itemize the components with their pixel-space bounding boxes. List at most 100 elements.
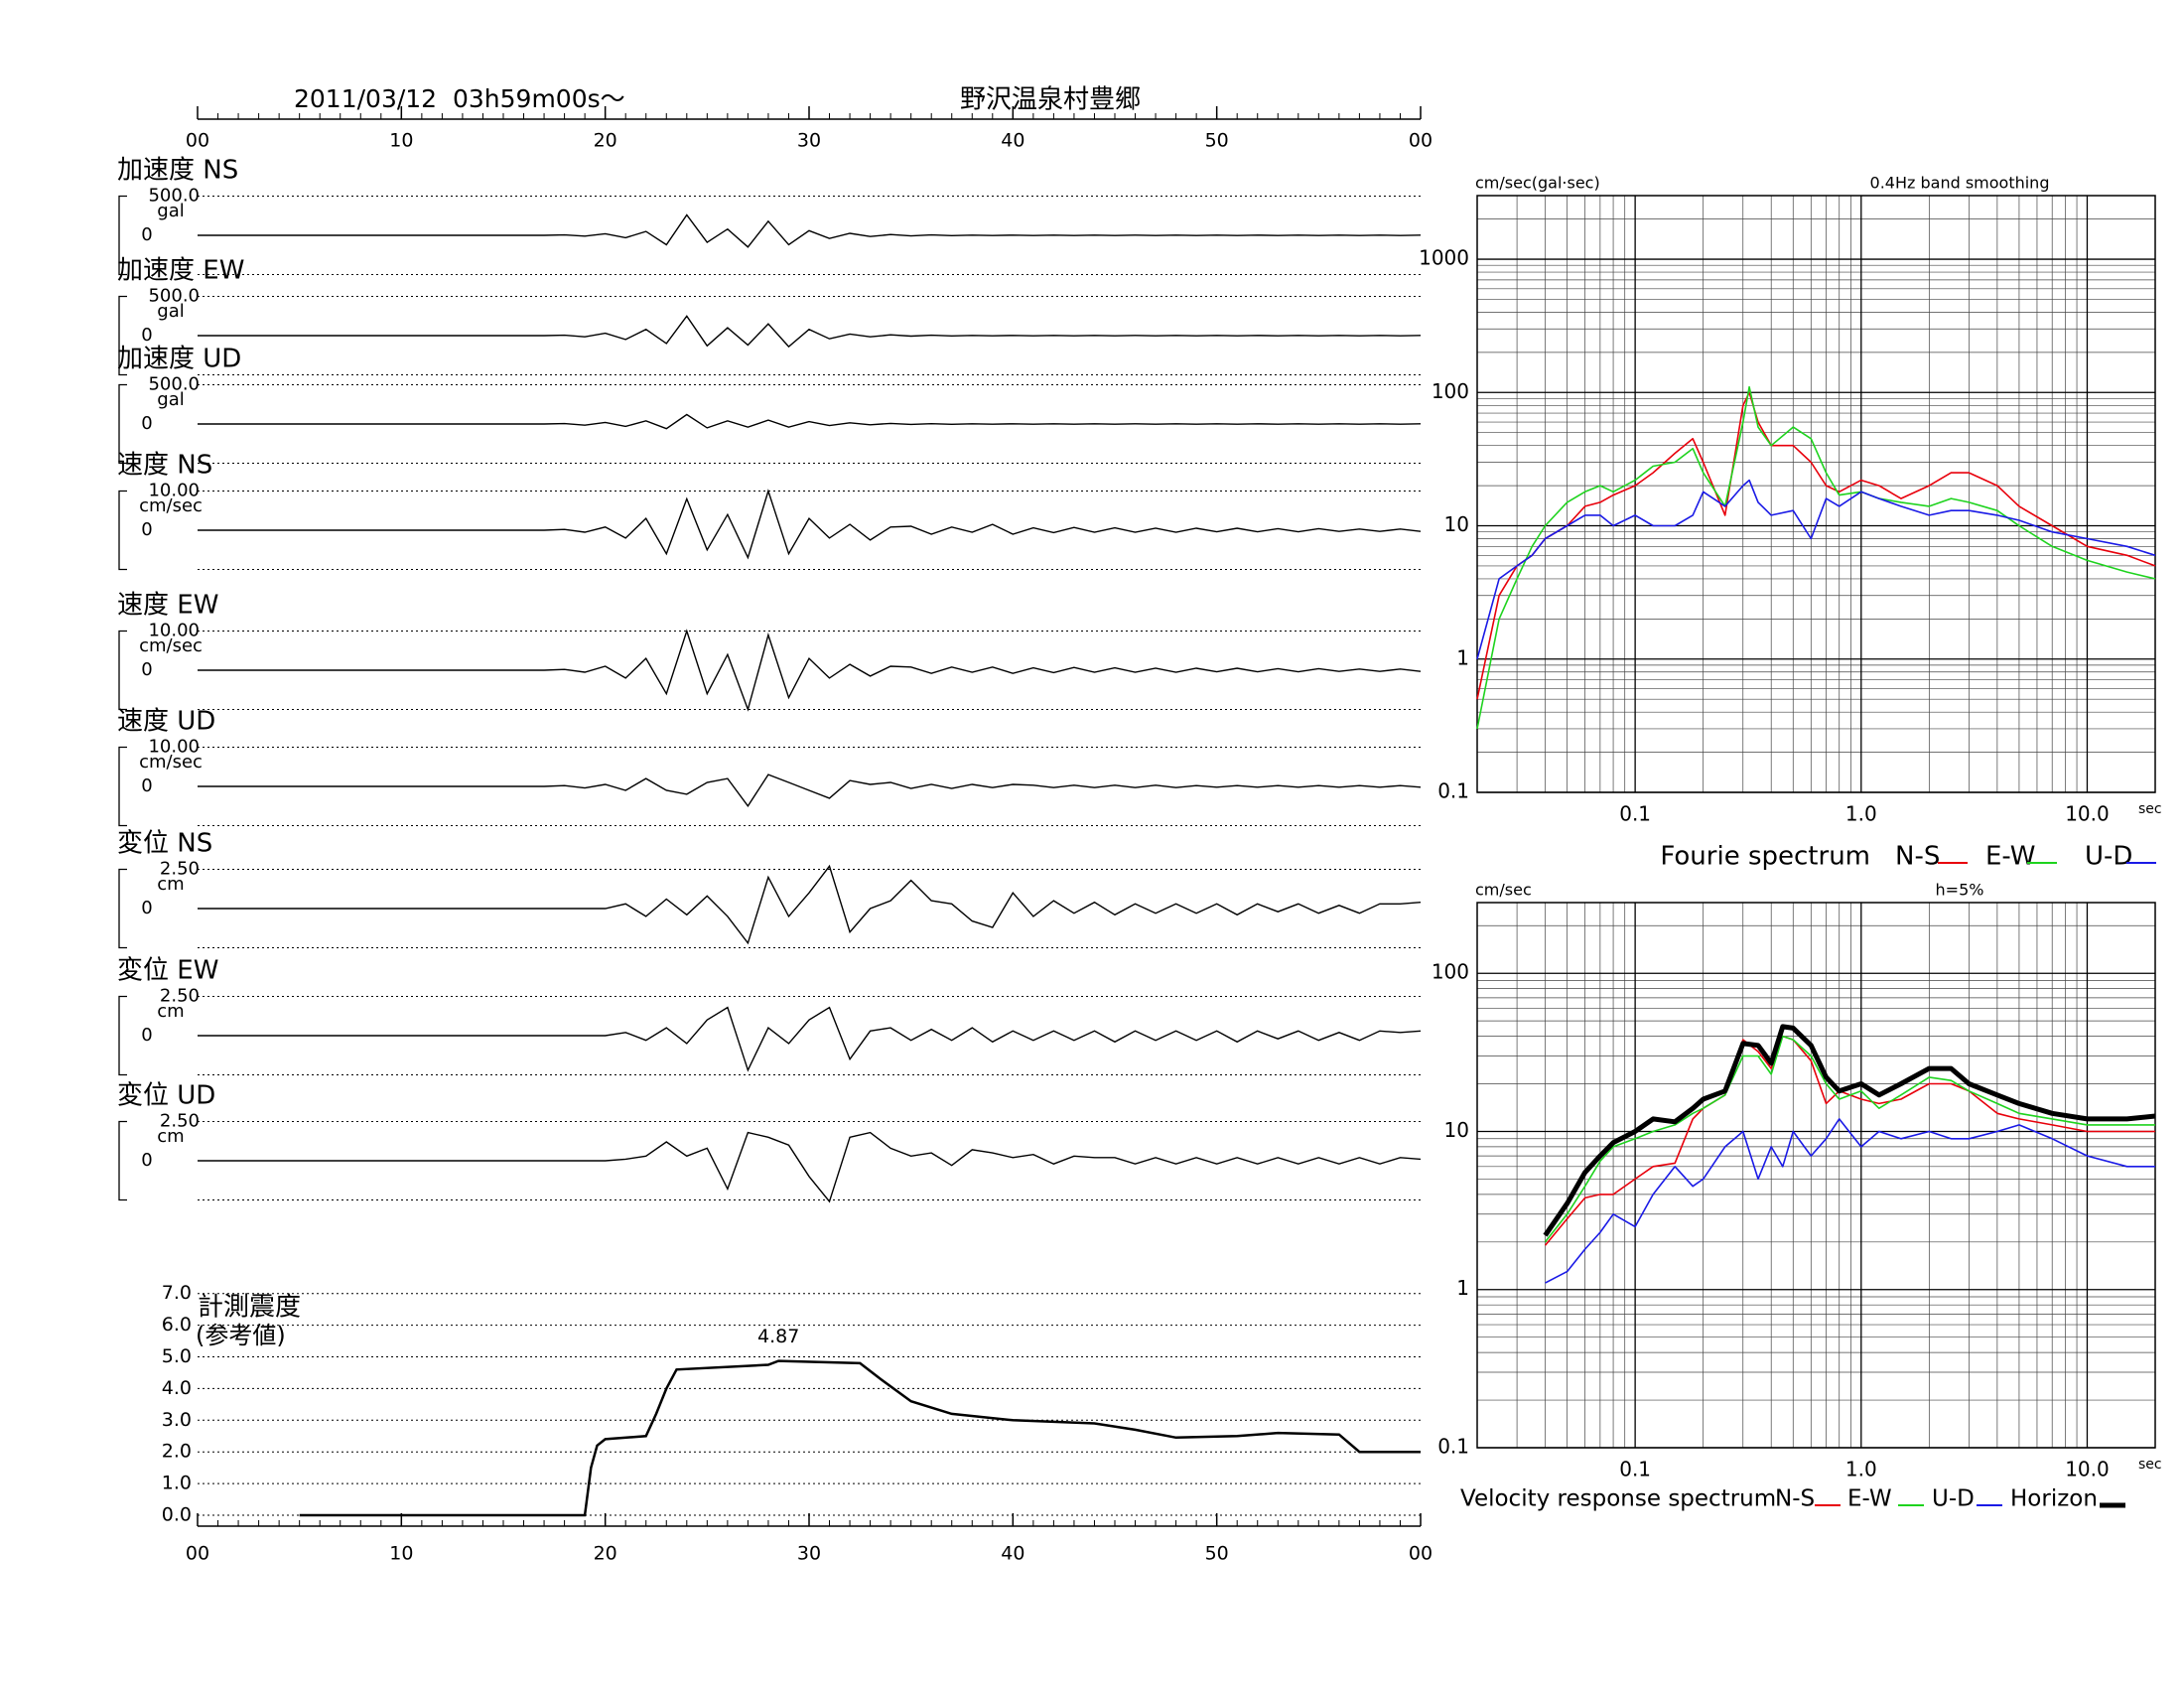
x-tick-label: 10 bbox=[389, 1543, 413, 1565]
legend-label: U-D bbox=[1932, 1486, 1975, 1512]
y-unit: gal bbox=[157, 201, 184, 221]
x-tick-label: 0.1 bbox=[1619, 1458, 1651, 1481]
waveform bbox=[198, 315, 1422, 349]
y-tick-label: 6.0 bbox=[162, 1314, 192, 1336]
y-tick-label: 0 bbox=[141, 775, 152, 796]
y-tick-label: 10 bbox=[1444, 512, 1469, 536]
y-tick-label: 0 bbox=[141, 1025, 152, 1046]
chart-note: h=5% bbox=[1936, 881, 1984, 900]
x-tick-label: 1.0 bbox=[1845, 1458, 1877, 1481]
plot-frame bbox=[1476, 195, 2156, 793]
x-tick-label: 30 bbox=[797, 130, 821, 152]
y-tick-label: 0.0 bbox=[162, 1504, 192, 1526]
x-tick-label: 50 bbox=[1205, 1543, 1229, 1565]
panel-bracket bbox=[118, 295, 127, 376]
legend-label: U-D bbox=[2085, 842, 2132, 872]
y-unit: gal bbox=[157, 301, 184, 322]
x-tick-label: 00 bbox=[1409, 1543, 1433, 1565]
y-tick-label: 0 bbox=[141, 1150, 152, 1171]
y-unit: cm/sec bbox=[139, 635, 203, 656]
y-tick-label: 2.50 bbox=[160, 986, 200, 1007]
panel-bracket bbox=[118, 383, 127, 465]
y-unit: cm/sec bbox=[1475, 881, 1532, 900]
x-tick-label: 0.1 bbox=[1619, 802, 1651, 826]
panel-title: 速度 UD bbox=[117, 707, 215, 737]
y-tick-label: 1000 bbox=[1419, 246, 1469, 270]
spectrum-line bbox=[1476, 385, 2156, 730]
spectrum-line bbox=[1476, 479, 2156, 660]
waveform bbox=[198, 629, 1422, 712]
y-tick-label: 500.0 bbox=[148, 186, 200, 207]
y-tick-label: 0 bbox=[141, 325, 152, 346]
y-tick-label: 10.00 bbox=[148, 737, 200, 758]
spectrum-line bbox=[1545, 1118, 2155, 1284]
waveform bbox=[198, 1131, 1422, 1203]
x-tick-label: 10.0 bbox=[2065, 1458, 2110, 1481]
chart-title: 計測震度 bbox=[198, 1293, 301, 1323]
y-tick-label: 0 bbox=[141, 519, 152, 540]
panel-title: 速度 NS bbox=[117, 451, 212, 481]
waveform bbox=[198, 864, 1422, 945]
y-tick-label: 0 bbox=[141, 898, 152, 918]
y-unit: gal bbox=[157, 389, 184, 410]
legend-label: E-W bbox=[1985, 842, 2035, 872]
panel-title: 変位 EW bbox=[117, 956, 218, 986]
panel-title: 加速度 UD bbox=[117, 345, 241, 374]
x-tick-label: 00 bbox=[186, 130, 209, 152]
panel-bracket bbox=[118, 746, 127, 827]
y-tick-label: 4.0 bbox=[162, 1377, 192, 1399]
chart-subtitle: (参考値) bbox=[196, 1322, 286, 1349]
legend-label: N-S bbox=[1895, 842, 1940, 872]
y-tick-label: 0 bbox=[141, 413, 152, 434]
y-tick-label: 3.0 bbox=[162, 1409, 192, 1431]
legend-title: Fourie spectrum bbox=[1660, 842, 1870, 872]
panel-title: 変位 NS bbox=[117, 829, 212, 859]
chart-note: 0.4Hz band smoothing bbox=[1870, 174, 2050, 193]
y-tick-label: 5.0 bbox=[162, 1345, 192, 1367]
y-tick-label: 2.50 bbox=[160, 859, 200, 880]
y-tick-label: 2.0 bbox=[162, 1441, 192, 1463]
panel-bracket bbox=[118, 195, 127, 276]
panel-title: 変位 UD bbox=[117, 1081, 215, 1111]
x-tick-label: 20 bbox=[594, 130, 617, 152]
panel-title: 速度 EW bbox=[117, 591, 218, 621]
legend-label: Horizon bbox=[2010, 1486, 2098, 1512]
x-tick-label: 10 bbox=[389, 130, 413, 152]
intensity-line bbox=[299, 1359, 1421, 1517]
y-tick-label: 10 bbox=[1444, 1118, 1469, 1142]
waveform bbox=[198, 774, 1422, 808]
y-tick-label: 2.50 bbox=[160, 1111, 200, 1132]
x-tick-label: 50 bbox=[1205, 130, 1229, 152]
panel-bracket bbox=[118, 630, 127, 711]
y-unit: cm bbox=[157, 874, 184, 895]
spectrum-line bbox=[1476, 391, 2156, 700]
panel-title: 加速度 EW bbox=[117, 256, 244, 286]
panel-title: 加速度 NS bbox=[117, 156, 238, 186]
y-unit: cm/sec bbox=[139, 495, 203, 516]
y-tick-label: 100 bbox=[1432, 960, 1469, 984]
y-tick-label: 1.0 bbox=[162, 1473, 192, 1494]
legend-label: E-W bbox=[1847, 1486, 1892, 1512]
panel-bracket bbox=[118, 868, 127, 949]
x-tick-label: 00 bbox=[1409, 130, 1433, 152]
x-tick-label: 40 bbox=[1001, 130, 1024, 152]
y-tick-label: 500.0 bbox=[148, 286, 200, 307]
panel-bracket bbox=[118, 1120, 127, 1201]
legend-label: N-S bbox=[1775, 1486, 1815, 1512]
legend-title: Velocity response spectrum bbox=[1460, 1486, 1776, 1512]
plot-frame bbox=[1476, 902, 2156, 1449]
y-tick-label: 0.1 bbox=[1437, 779, 1469, 803]
waveform bbox=[198, 489, 1422, 560]
x-tick-label: 1.0 bbox=[1845, 802, 1877, 826]
y-unit: cm/sec(gal·sec) bbox=[1475, 174, 1600, 193]
y-tick-label: 0.1 bbox=[1437, 1435, 1469, 1459]
x-unit: sec bbox=[2138, 801, 2162, 817]
record-datetime: 2011/03/12 03h59m00s〜 bbox=[294, 84, 625, 113]
y-unit: cm bbox=[157, 1126, 184, 1147]
y-unit: cm bbox=[157, 1001, 184, 1022]
y-tick-label: 1 bbox=[1456, 1276, 1469, 1300]
spectrum-line bbox=[1543, 1024, 2156, 1237]
peak-label: 4.87 bbox=[757, 1326, 799, 1347]
x-tick-label: 20 bbox=[594, 1543, 617, 1565]
